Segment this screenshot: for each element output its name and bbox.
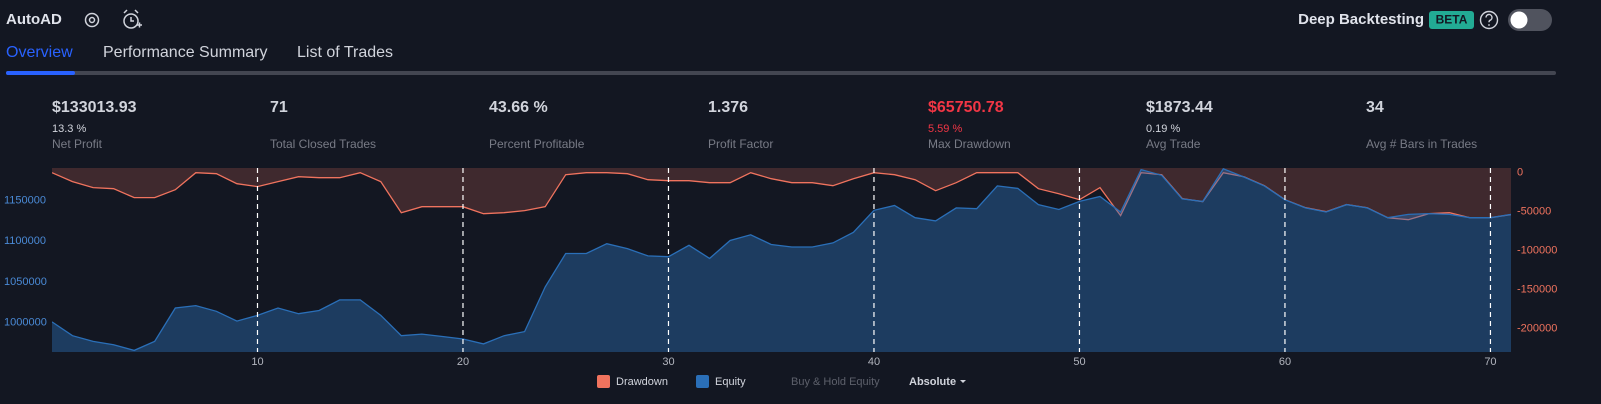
deep-backtesting-label: Deep Backtesting bbox=[1298, 11, 1424, 28]
beta-badge bbox=[1429, 11, 1474, 29]
stat-label: Avg # Bars in Trades bbox=[1366, 137, 1477, 151]
stat-value: 34 bbox=[1366, 99, 1384, 116]
y-tick-label: 1050000 bbox=[4, 276, 47, 288]
legend-label[interactable]: Equity bbox=[715, 376, 746, 388]
stat-value: $1873.44 bbox=[1146, 99, 1213, 116]
x-tick-label: 70 bbox=[1484, 356, 1496, 368]
stat-sub: 13.3 % bbox=[52, 123, 86, 135]
beta-text: BETA bbox=[1436, 13, 1468, 27]
y2-tick-label: 0 bbox=[1517, 167, 1523, 179]
stat-label: Total Closed Trades bbox=[270, 137, 376, 151]
dropdown-caret bbox=[960, 380, 966, 383]
alert-icon[interactable] bbox=[123, 9, 142, 29]
plot-area bbox=[52, 168, 1511, 352]
area-fill bbox=[52, 168, 1511, 220]
stat-sub: 5.59 % bbox=[928, 123, 962, 135]
tab[interactable]: List of Trades bbox=[297, 44, 393, 61]
equity-chart: 10 20 30 40 50 60 70 1000000 1050000 1100000 11500… bbox=[4, 167, 1557, 368]
toggle-switch[interactable] bbox=[1508, 9, 1552, 31]
tab-track bbox=[6, 71, 1556, 75]
tab[interactable]: Performance Summary bbox=[103, 44, 268, 61]
legend: Drawdown Equity Buy & Hold Equity Absolute bbox=[597, 375, 966, 388]
legend-label-inactive[interactable]: Buy & Hold Equity bbox=[791, 376, 880, 388]
area-line bbox=[52, 168, 1511, 352]
scale-mode[interactable]: Absolute bbox=[909, 376, 956, 388]
x-tick-label: 10 bbox=[251, 356, 263, 368]
stat-sub: 0.19 % bbox=[1146, 123, 1180, 135]
stat-value: 71 bbox=[270, 99, 288, 116]
y-tick-label: 1000000 bbox=[4, 317, 47, 329]
stat-value: $65750.78 bbox=[928, 99, 1004, 116]
stat-label: Profit Factor bbox=[708, 137, 773, 151]
stat-label: Percent Profitable bbox=[489, 137, 585, 151]
x-tick-label: 50 bbox=[1073, 356, 1085, 368]
stat-label: Net Profit bbox=[52, 137, 103, 151]
stat-value: $133013.93 bbox=[52, 99, 137, 116]
x-tick-label: 40 bbox=[868, 356, 880, 368]
stat-value: 1.376 bbox=[708, 99, 748, 116]
stats-row: $133013.93 13.3 % Net Profit 71 Total Closed… bbox=[52, 99, 1477, 151]
settings-icon[interactable] bbox=[84, 12, 100, 28]
stat-value: 43.66 % bbox=[489, 99, 548, 116]
y-tick-label: 1100000 bbox=[4, 235, 46, 247]
y2-tick-label: -50000 bbox=[1517, 206, 1551, 218]
area-fill bbox=[52, 168, 1511, 352]
strategy-title: AutoAD bbox=[6, 11, 62, 28]
stat-label: Avg Trade bbox=[1146, 137, 1201, 151]
tab-indicator bbox=[6, 71, 75, 75]
y-tick-label: 1150000 bbox=[4, 194, 46, 206]
stat-label: Max Drawdown bbox=[928, 137, 1011, 151]
help-icon[interactable] bbox=[1479, 10, 1499, 30]
legend-swatch[interactable] bbox=[696, 375, 709, 388]
x-tick-label: 60 bbox=[1279, 356, 1291, 368]
x-tick-label: 20 bbox=[457, 356, 469, 368]
x-tick-label: 30 bbox=[662, 356, 674, 368]
y2-tick-label: -150000 bbox=[1517, 284, 1557, 296]
y2-tick-label: -100000 bbox=[1517, 245, 1557, 257]
y2-tick-label: -200000 bbox=[1517, 323, 1557, 335]
legend-label[interactable]: Drawdown bbox=[616, 376, 668, 388]
legend-swatch[interactable] bbox=[597, 375, 610, 388]
tab[interactable]: Overview bbox=[6, 44, 73, 61]
